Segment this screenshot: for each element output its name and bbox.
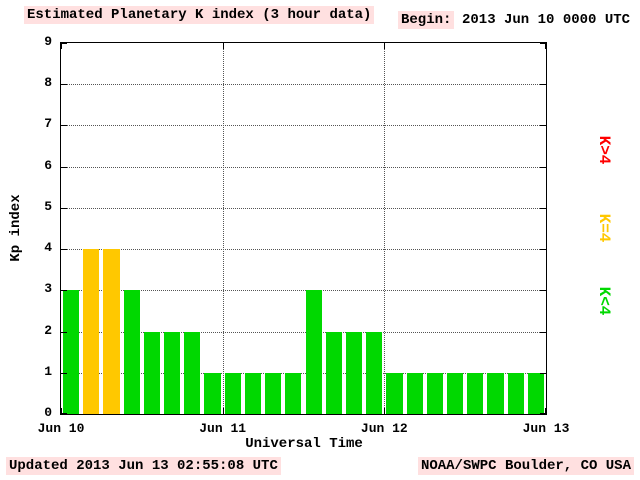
y-axis-tick [540, 290, 546, 292]
x-axis-tick [61, 408, 62, 414]
y-axis-tick [540, 249, 546, 251]
kp-bar [487, 372, 504, 414]
h-gridline [61, 331, 546, 333]
y-tick-label: 6 [44, 157, 52, 173]
y-axis-tick [540, 372, 546, 374]
y-axis-tick [61, 43, 67, 44]
kp-bar [446, 372, 464, 414]
kp-bar [366, 331, 383, 414]
begin-label: Begin: [398, 11, 455, 29]
page-title: Estimated Planetary K index (3 hour data… [24, 6, 375, 24]
y-axis-tick [540, 413, 546, 414]
y-tick-label: 2 [44, 322, 52, 338]
y-axis-tick [540, 331, 546, 333]
v-gridline [384, 43, 386, 414]
kp-bar [406, 372, 423, 414]
x-axis-tick [384, 408, 386, 414]
y-axis-tick [61, 249, 67, 251]
kp-bar [204, 372, 221, 414]
kp-bar [184, 331, 201, 414]
y-axis-tick [61, 372, 67, 374]
y-axis-tick [61, 331, 67, 333]
h-gridline [61, 125, 546, 127]
x-axis-tick [61, 43, 62, 49]
kp-bar [426, 372, 443, 414]
kp-bar [265, 372, 282, 414]
y-axis-tick [540, 125, 546, 127]
y-tick-label: 7 [44, 116, 52, 132]
y-tick-label: 3 [44, 281, 52, 297]
legend-k-lt-4: K<4 [595, 286, 613, 316]
x-tick-label: Jun 12 [360, 421, 408, 436]
y-axis-tick [61, 166, 67, 168]
x-axis-tick [545, 43, 546, 49]
source-credit: NOAA/SWPC Boulder, CO USA [417, 457, 634, 475]
y-axis-tick [61, 125, 67, 127]
kp-bar [386, 372, 403, 414]
legend-k-eq-4: K=4 [595, 213, 613, 243]
kp-bar [103, 249, 120, 414]
y-axis-tick [540, 166, 546, 168]
h-gridline [61, 207, 546, 209]
y-tick-label: 5 [44, 198, 52, 214]
kp-bar [305, 290, 322, 414]
plot-area [60, 42, 547, 415]
kp-bar [164, 331, 181, 414]
y-axis-tick [540, 207, 546, 209]
h-gridline [61, 166, 546, 168]
x-tick-label: Jun 11 [199, 421, 247, 436]
h-gridline [61, 372, 546, 374]
kp-bar [143, 331, 160, 414]
y-tick-label: 1 [44, 363, 52, 379]
y-axis-tick [61, 290, 67, 292]
kp-bar [467, 372, 484, 414]
h-gridline [61, 249, 546, 251]
y-tick-label: 9 [44, 34, 52, 49]
y-axis-title: Kp index [8, 194, 24, 262]
y-axis-tick [61, 413, 67, 414]
kp-bar [345, 331, 363, 414]
h-gridline [61, 290, 546, 292]
kp-bar [507, 372, 524, 414]
y-axis-tick [61, 84, 67, 86]
begin-value: 2013 Jun 10 0000 UTC [462, 12, 631, 28]
x-axis-tick [222, 408, 224, 414]
kp-bar [244, 372, 262, 414]
v-gridline [222, 43, 224, 414]
kp-bar [527, 372, 544, 414]
y-tick-label: 4 [44, 240, 52, 256]
x-axis-title: Universal Time [245, 436, 363, 452]
x-axis-tick [384, 43, 386, 49]
y-tick-label: 0 [44, 405, 52, 420]
x-tick-label: Jun 10 [37, 421, 85, 436]
updated-timestamp: Updated 2013 Jun 13 02:55:08 UTC [6, 457, 281, 475]
x-tick-label: Jun 13 [522, 421, 570, 436]
x-axis-tick [545, 408, 546, 414]
h-gridline [61, 84, 546, 86]
kp-bar [123, 290, 140, 414]
kp-bar [325, 331, 342, 414]
kp-bar [224, 372, 241, 414]
y-axis-tick [540, 84, 546, 86]
legend-k-gt-4: K>4 [595, 135, 613, 165]
kp-bar [63, 290, 80, 414]
y-tick-label: 8 [44, 75, 52, 91]
kp-bar [83, 249, 100, 414]
y-axis-tick [61, 207, 67, 209]
kp-bar [285, 372, 302, 414]
x-axis-tick [222, 43, 224, 49]
y-axis-tick [540, 43, 546, 44]
